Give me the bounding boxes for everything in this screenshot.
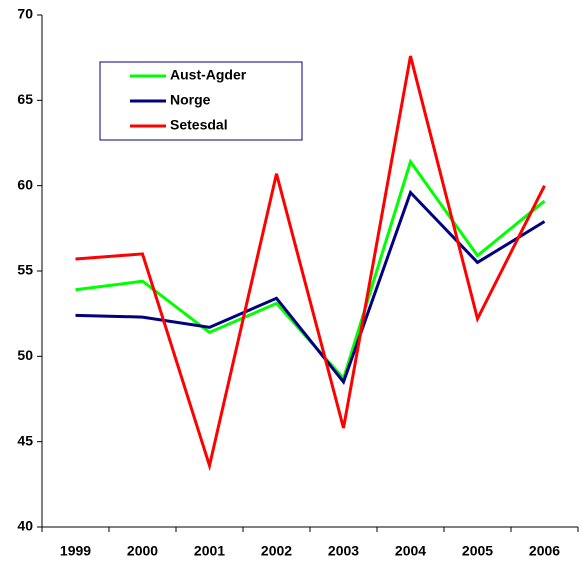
y-tick-label: 60 <box>17 176 33 192</box>
x-tick-label: 2001 <box>194 543 225 559</box>
y-tick-label: 50 <box>17 347 33 363</box>
y-tick-label: 45 <box>17 432 33 448</box>
series-line <box>75 158 546 382</box>
x-tick-label: 2005 <box>462 543 493 559</box>
legend-label: Aust-Agder <box>170 67 247 83</box>
x-tick-label: 2003 <box>328 543 359 559</box>
legend-label: Setesdal <box>170 117 228 133</box>
x-tick-label: 1999 <box>60 543 91 559</box>
y-tick-label: 65 <box>17 91 33 107</box>
y-tick-label: 55 <box>17 262 33 278</box>
series-line <box>75 189 546 385</box>
x-tick-label: 2004 <box>395 543 426 559</box>
legend-label: Norge <box>170 92 211 108</box>
y-tick-label: 40 <box>17 518 33 534</box>
x-tick-label: 2000 <box>127 543 158 559</box>
x-tick-label: 2006 <box>529 543 560 559</box>
x-tick-label: 2002 <box>261 543 292 559</box>
series-line <box>75 55 546 472</box>
y-tick-label: 70 <box>17 6 33 22</box>
